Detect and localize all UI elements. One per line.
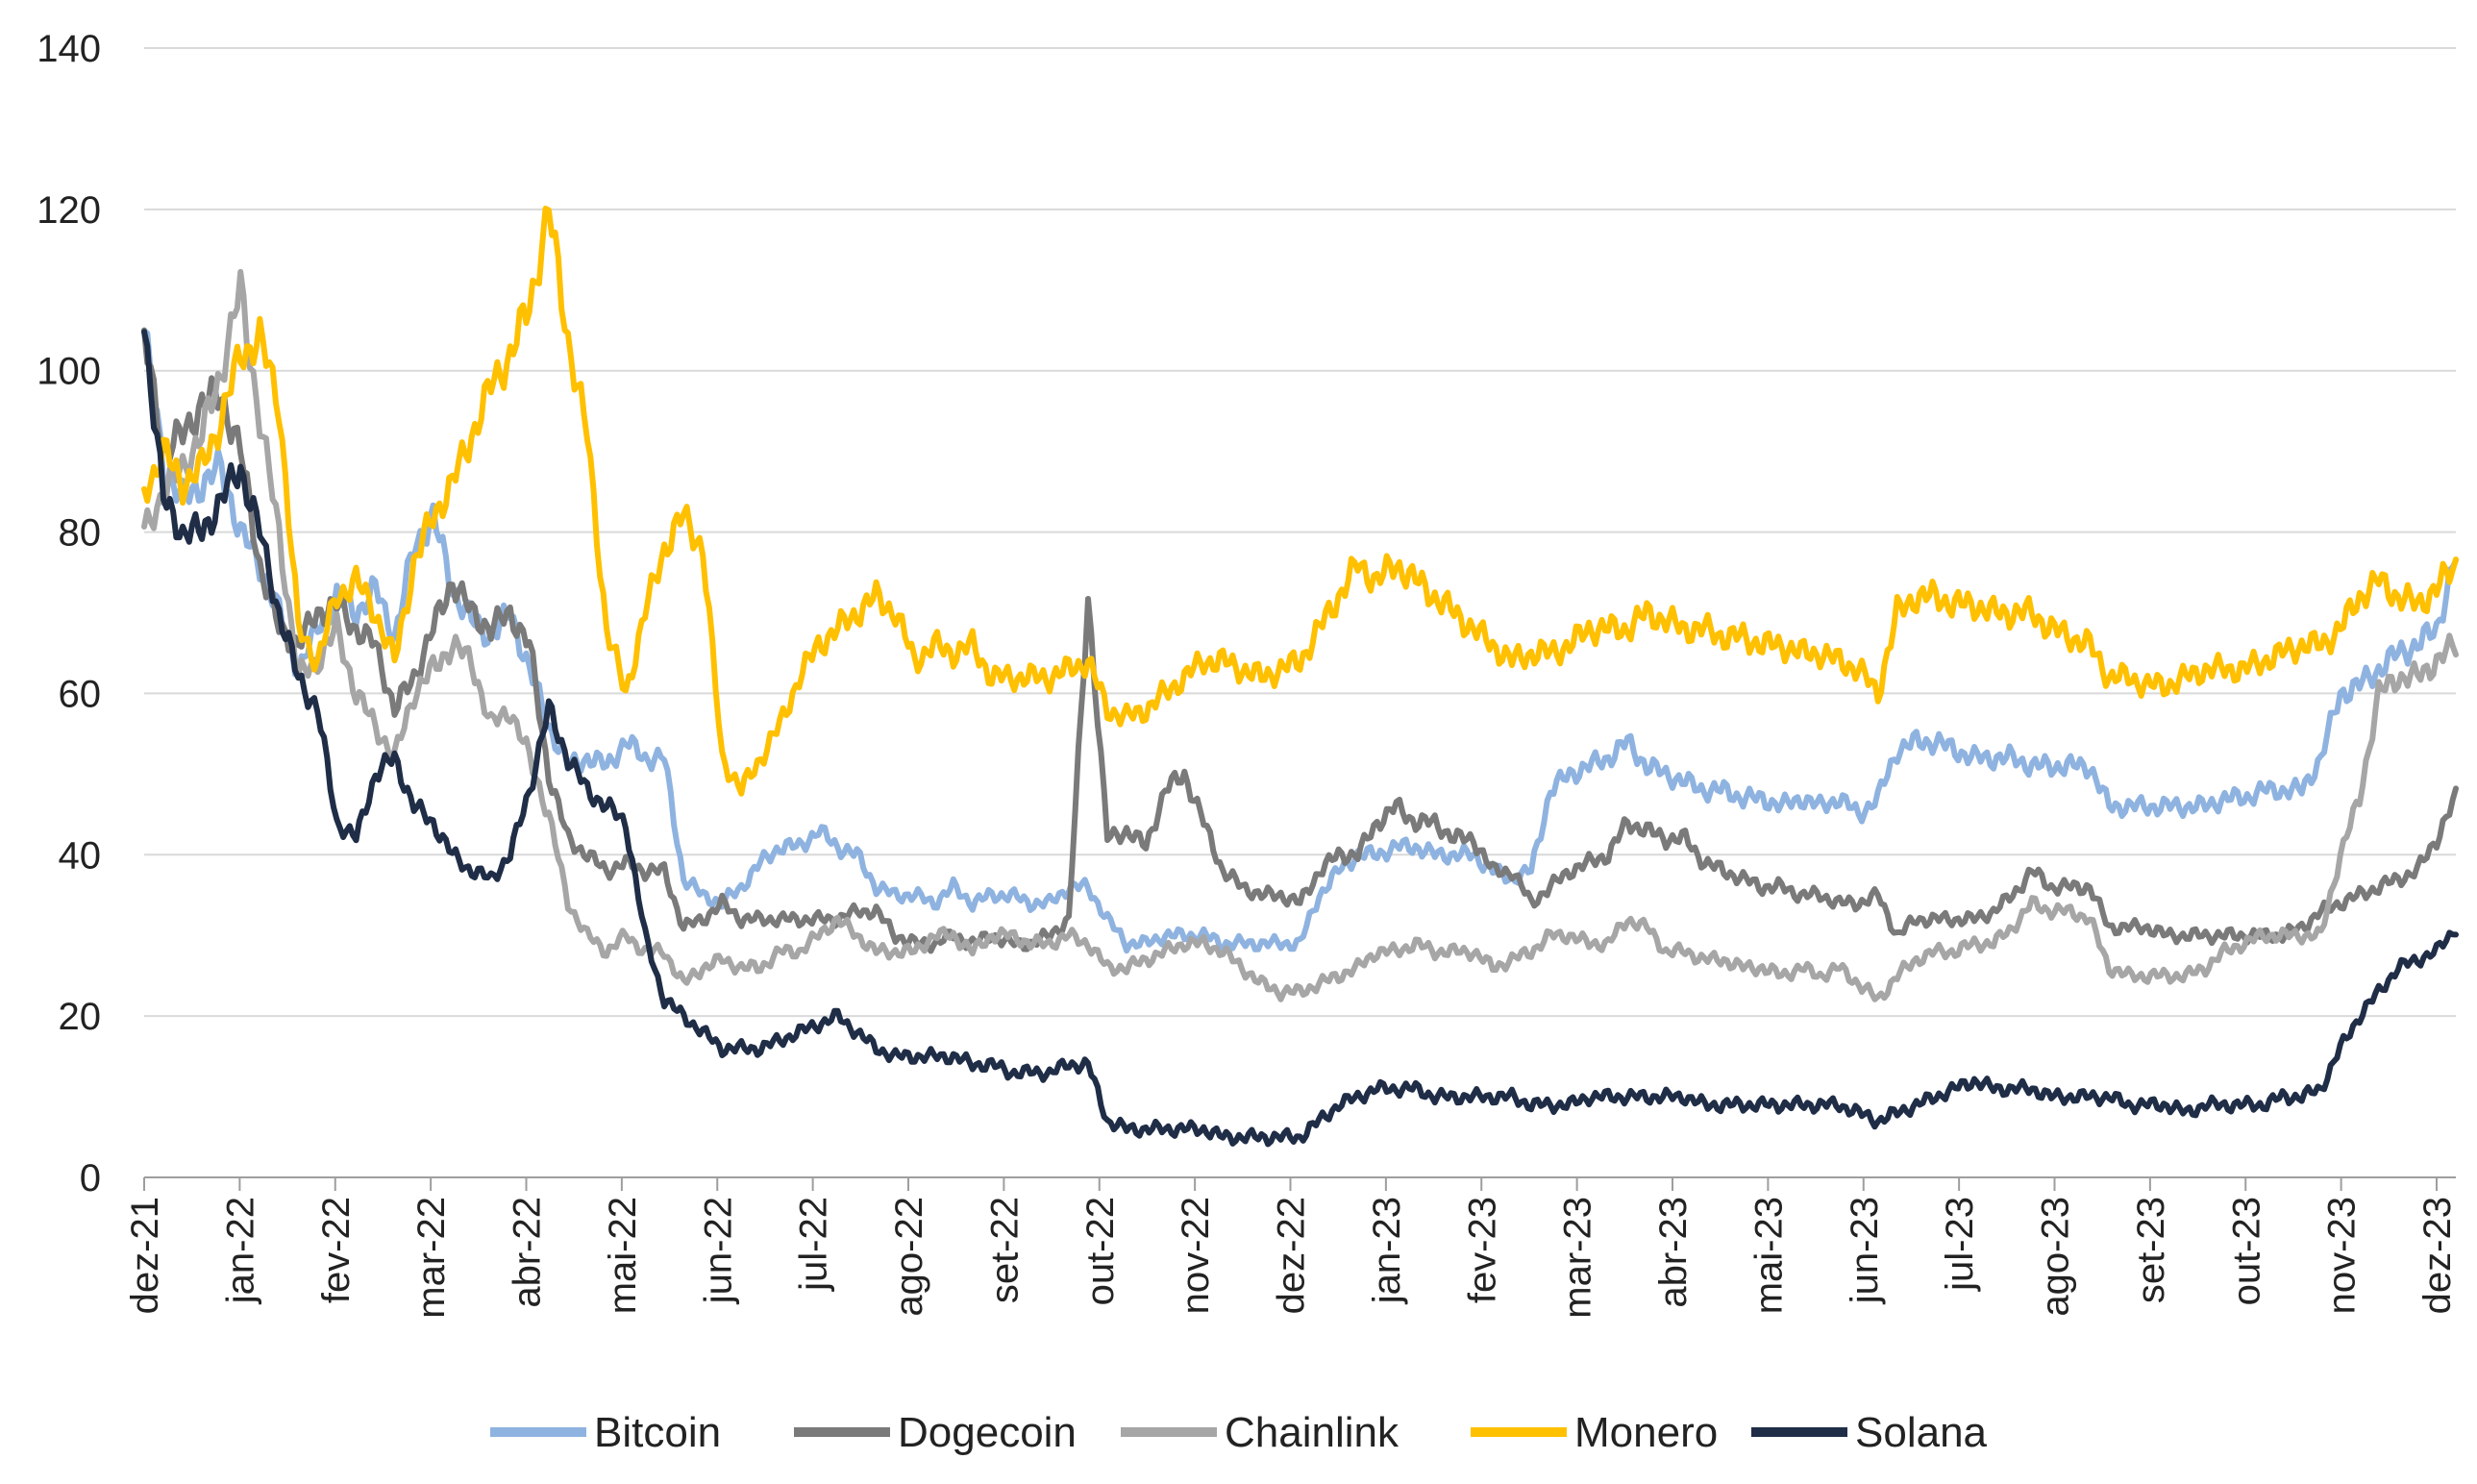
x-tick-label: set-22 bbox=[983, 1197, 1026, 1303]
x-tick-label: dez-23 bbox=[2416, 1197, 2459, 1314]
y-axis: 0 20 40 60 80 100 120 140 bbox=[37, 28, 101, 1200]
x-tick-label: jun-23 bbox=[1844, 1197, 1886, 1304]
gridlines bbox=[144, 47, 2456, 1018]
legend-label-solana: Solana bbox=[1855, 1409, 1988, 1456]
x-tick-label: abr-22 bbox=[507, 1197, 549, 1308]
x-tick-label: jul-22 bbox=[793, 1197, 835, 1292]
x-tick-label: abr-23 bbox=[1652, 1197, 1695, 1308]
x-tick-label: out-22 bbox=[1079, 1197, 1122, 1305]
y-tick-label: 0 bbox=[80, 1157, 101, 1200]
y-tick-label: 100 bbox=[37, 351, 101, 393]
x-tick-label: mar-22 bbox=[410, 1197, 453, 1319]
series-lines bbox=[141, 206, 2459, 1148]
legend-label-chainlink: Chainlink bbox=[1225, 1409, 1400, 1456]
y-tick-label: 140 bbox=[37, 28, 101, 70]
x-tick-label: nov-23 bbox=[2321, 1197, 2364, 1314]
x-tick-label: dez-21 bbox=[124, 1197, 166, 1314]
series-line-dogecoin bbox=[141, 327, 2459, 954]
y-tick-label: 120 bbox=[37, 189, 101, 232]
series-line-monero bbox=[141, 206, 2459, 797]
x-tick-label: nov-22 bbox=[1175, 1197, 1217, 1314]
y-tick-label: 40 bbox=[59, 834, 102, 877]
x-tick-label: jun-22 bbox=[697, 1197, 739, 1304]
series-line-chainlink bbox=[141, 268, 2459, 1002]
x-tick-label: set-23 bbox=[2130, 1197, 2172, 1303]
x-axis: dez-21 jan-22 fev-22 mar-22 abr-22 mai-22 jun-… bbox=[124, 1176, 2459, 1319]
legend-label-dogecoin: Dogecoin bbox=[898, 1409, 1077, 1456]
x-tick-label: mai-23 bbox=[1747, 1197, 1790, 1314]
x-tick-label: ago-22 bbox=[888, 1197, 930, 1317]
y-tick-label: 80 bbox=[59, 512, 102, 555]
x-tick-label: jul-23 bbox=[1939, 1197, 1981, 1292]
x-tick-label: out-23 bbox=[2225, 1197, 2267, 1305]
legend: Bitcoin Dogecoin Chainlink Monero Solana bbox=[490, 1409, 1988, 1456]
legend-label-bitcoin: Bitcoin bbox=[594, 1409, 721, 1456]
x-tick-label: dez-22 bbox=[1271, 1197, 1313, 1314]
x-tick-label: mar-23 bbox=[1557, 1197, 1599, 1319]
x-tick-label: jan-23 bbox=[1366, 1197, 1408, 1304]
y-tick-label: 20 bbox=[59, 996, 102, 1038]
x-tick-label: ago-23 bbox=[2035, 1197, 2077, 1317]
x-tick-label: jan-22 bbox=[219, 1197, 261, 1304]
legend-label-monero: Monero bbox=[1574, 1409, 1718, 1456]
y-tick-label: 60 bbox=[59, 673, 102, 715]
series-line-solana bbox=[141, 329, 2459, 1148]
series-line-bitcoin bbox=[141, 327, 2459, 954]
x-tick-label: fev-22 bbox=[315, 1197, 358, 1303]
x-tick-label: mai-22 bbox=[602, 1197, 644, 1314]
x-tick-label: fev-23 bbox=[1461, 1197, 1503, 1303]
